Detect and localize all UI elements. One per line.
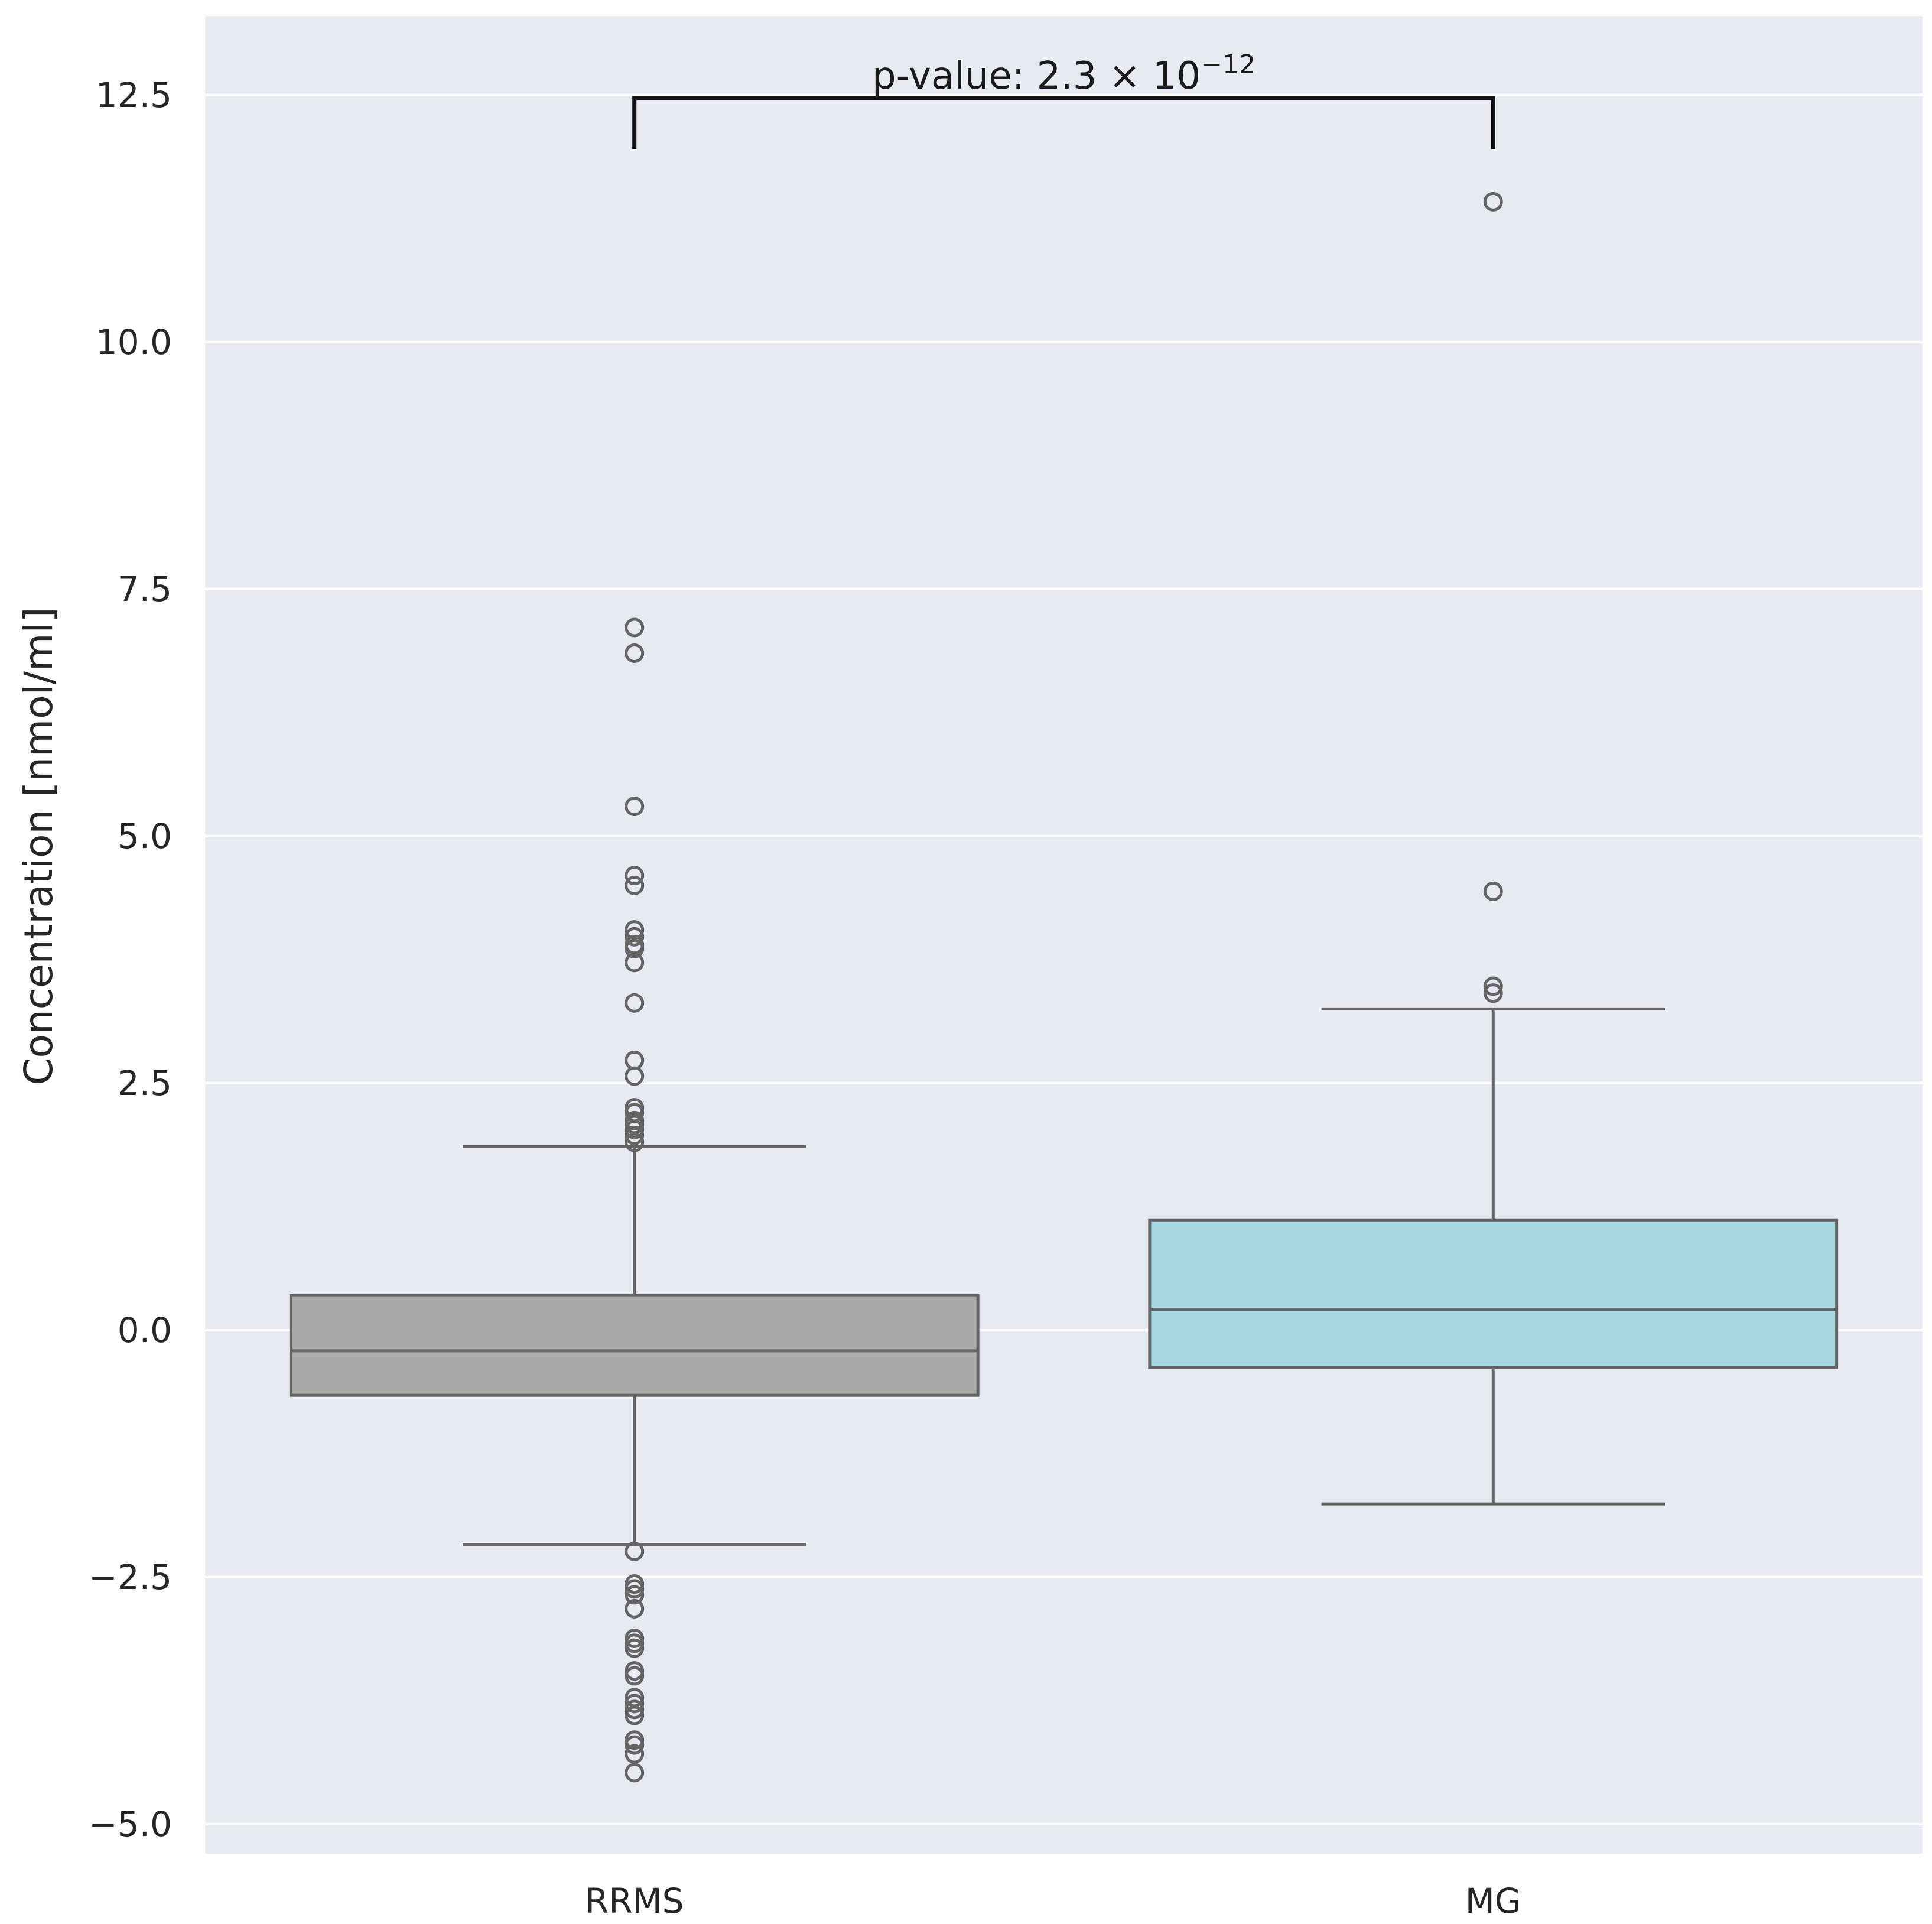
outlier-point (625, 1735, 645, 1755)
p-value-label: p-value: 2.3 × 10−12 (872, 50, 1256, 98)
p-value-exponent: −12 (1201, 50, 1256, 80)
x-tick-label: RRMS (585, 1881, 684, 1921)
significance-bracket (632, 96, 1495, 149)
x-axis-ticks: RRMS MG (585, 1881, 1521, 1921)
outlier-point (625, 1705, 645, 1725)
outlier-point (625, 1694, 645, 1714)
outlier-point (1483, 191, 1503, 212)
outlier-point (625, 1598, 645, 1618)
y-tick-label: 12.5 (96, 75, 172, 115)
outlier-point (625, 1132, 645, 1152)
y-tick-label: 10.0 (96, 322, 172, 362)
outlier-point (625, 1699, 645, 1720)
y-tick-label: −5.0 (89, 1804, 172, 1844)
outlier-point (625, 1638, 645, 1658)
outlier-point (625, 1585, 645, 1605)
outlier-point (625, 920, 645, 940)
box (289, 1294, 980, 1397)
y-axis-ticks: −5.0 −2.5 0.0 2.5 5.0 7.5 10.0 12.5 (89, 75, 172, 1844)
outlier-point (625, 927, 645, 947)
outlier-point (625, 1579, 645, 1599)
plot-area (205, 16, 1923, 1854)
outlier-point (625, 938, 645, 958)
x-tick-label: MG (1465, 1881, 1521, 1921)
outlier-point (625, 643, 645, 663)
outlier-point (625, 953, 645, 973)
outlier-point (625, 866, 645, 886)
y-tick-label: 5.0 (118, 816, 172, 856)
box-group-rrms (289, 618, 980, 1783)
box-group-mg (1148, 191, 1839, 1506)
box-plots (289, 191, 1839, 1783)
y-tick-label: −2.5 (89, 1557, 172, 1597)
outlier-point (625, 1666, 645, 1686)
y-tick-label: 2.5 (118, 1063, 172, 1103)
outlier-point (625, 1119, 645, 1139)
outlier-point (625, 1541, 645, 1561)
box (1148, 1218, 1839, 1369)
outlier-point (625, 875, 645, 895)
p-value-text: p-value: 2.3 × 10 (872, 54, 1201, 98)
outlier-point (625, 618, 645, 638)
outlier-point (625, 1763, 645, 1783)
outlier-point (625, 1744, 645, 1764)
outlier-point (1483, 881, 1503, 901)
outlier-point (625, 1125, 645, 1145)
outlier-point (1483, 976, 1503, 996)
y-axis-label: Concentration [nmol/ml] (16, 607, 61, 1085)
outlier-point (625, 1066, 645, 1086)
y-tick-label: 7.5 (118, 569, 172, 609)
outlier-point (1483, 983, 1503, 1003)
outlier-point (625, 797, 645, 817)
significance-annotation: p-value: 2.3 × 10−12 (632, 50, 1495, 149)
outlier-point (625, 993, 645, 1013)
y-tick-label: 0.0 (118, 1310, 172, 1350)
